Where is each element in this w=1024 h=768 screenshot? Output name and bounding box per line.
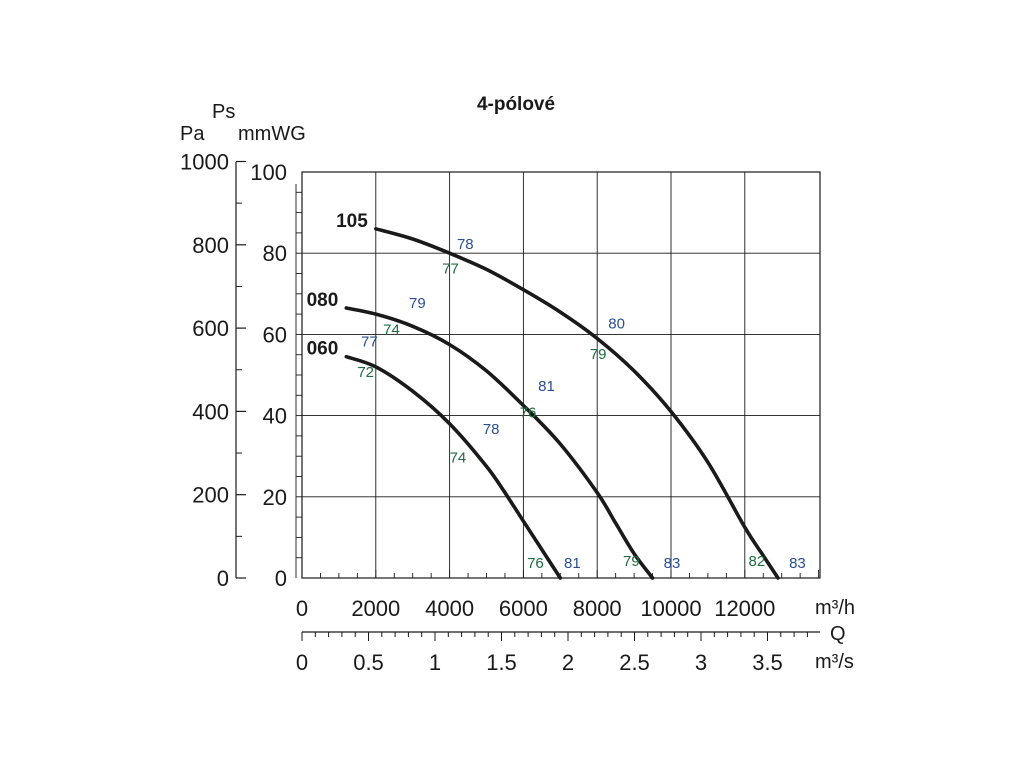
m3h-tick-label: 0 — [296, 596, 308, 621]
series-label-060: 060 — [307, 339, 339, 360]
curve-annotation: 74 — [450, 449, 467, 466]
y-unit-pa: Pa — [180, 123, 205, 145]
curve-annotation: 81 — [564, 555, 581, 572]
series-label-080: 080 — [307, 290, 339, 311]
curve-annotation: 79 — [623, 553, 640, 570]
curve-annotation: 83 — [664, 555, 681, 572]
m3h-tick-label: 4000 — [425, 596, 474, 621]
mmwg-tick-label: 60 — [263, 322, 287, 347]
curve-annotation: 80 — [608, 315, 625, 332]
y-unit-mmwg: mmWG — [238, 123, 306, 145]
m3s-tick-label: 3 — [695, 650, 707, 675]
curve-annotation: 76 — [520, 405, 537, 422]
x-unit-m3h: m³/h — [815, 597, 855, 619]
series-curve-060 — [344, 354, 563, 580]
curve-annotation: 81 — [538, 378, 555, 395]
curve-annotation: 78 — [457, 236, 474, 253]
m3h-tick-label: 8000 — [573, 596, 622, 621]
m3h-tick-label: 10000 — [640, 596, 701, 621]
pa-tick-label: 400 — [192, 399, 229, 424]
x-unit-q: Q — [830, 623, 846, 645]
curve-annotation: 78 — [483, 421, 500, 438]
m3h-tick-label: 2000 — [351, 596, 400, 621]
curve-annotation: 82 — [748, 553, 765, 570]
m3s-tick-label: 2.5 — [619, 650, 650, 675]
pa-tick-label: 200 — [192, 483, 229, 508]
series-label-105: 105 — [336, 211, 368, 232]
m3s-tick-label: 1.5 — [486, 650, 517, 675]
pa-tick-label: 1000 — [180, 150, 229, 175]
mmwg-tick-label: 0 — [275, 566, 287, 591]
m3s-tick-label: 0 — [296, 650, 308, 675]
curve-annotation: 74 — [383, 321, 400, 338]
plot-frame — [301, 171, 821, 579]
m3h-tick-label: 12000 — [714, 596, 775, 621]
pa-tick-label: 600 — [192, 316, 229, 341]
mmwg-tick-label: 100 — [250, 160, 287, 185]
series-curve-105 — [374, 227, 780, 580]
curve-annotation: 79 — [409, 295, 426, 312]
curve-annotation: 77 — [361, 334, 378, 351]
m3s-tick-label: 0.5 — [353, 650, 384, 675]
mmwg-tick-label: 80 — [263, 241, 287, 266]
m3s-tick-label: 2 — [562, 650, 574, 675]
pa-tick-label: 0 — [217, 566, 229, 591]
curve-annotation: 83 — [789, 555, 806, 572]
pa-tick-label: 800 — [192, 233, 229, 258]
mmwg-tick-label: 20 — [263, 485, 287, 510]
series-curve-080 — [344, 306, 655, 580]
m3s-tick-label: 1 — [429, 650, 441, 675]
curve-annotation: 72 — [357, 364, 374, 381]
m3h-tick-label: 6000 — [499, 596, 548, 621]
y-unit-ps: Ps — [212, 101, 235, 123]
curve-annotation: 76 — [527, 555, 544, 572]
x-unit-m3s: m³/s — [815, 651, 854, 673]
mmwg-tick-label: 40 — [263, 404, 287, 429]
m3s-tick-label: 3.5 — [752, 650, 783, 675]
chart-title: 4-pólové — [477, 94, 555, 115]
curve-annotation: 77 — [442, 261, 459, 278]
curve-annotation: 79 — [590, 346, 607, 363]
